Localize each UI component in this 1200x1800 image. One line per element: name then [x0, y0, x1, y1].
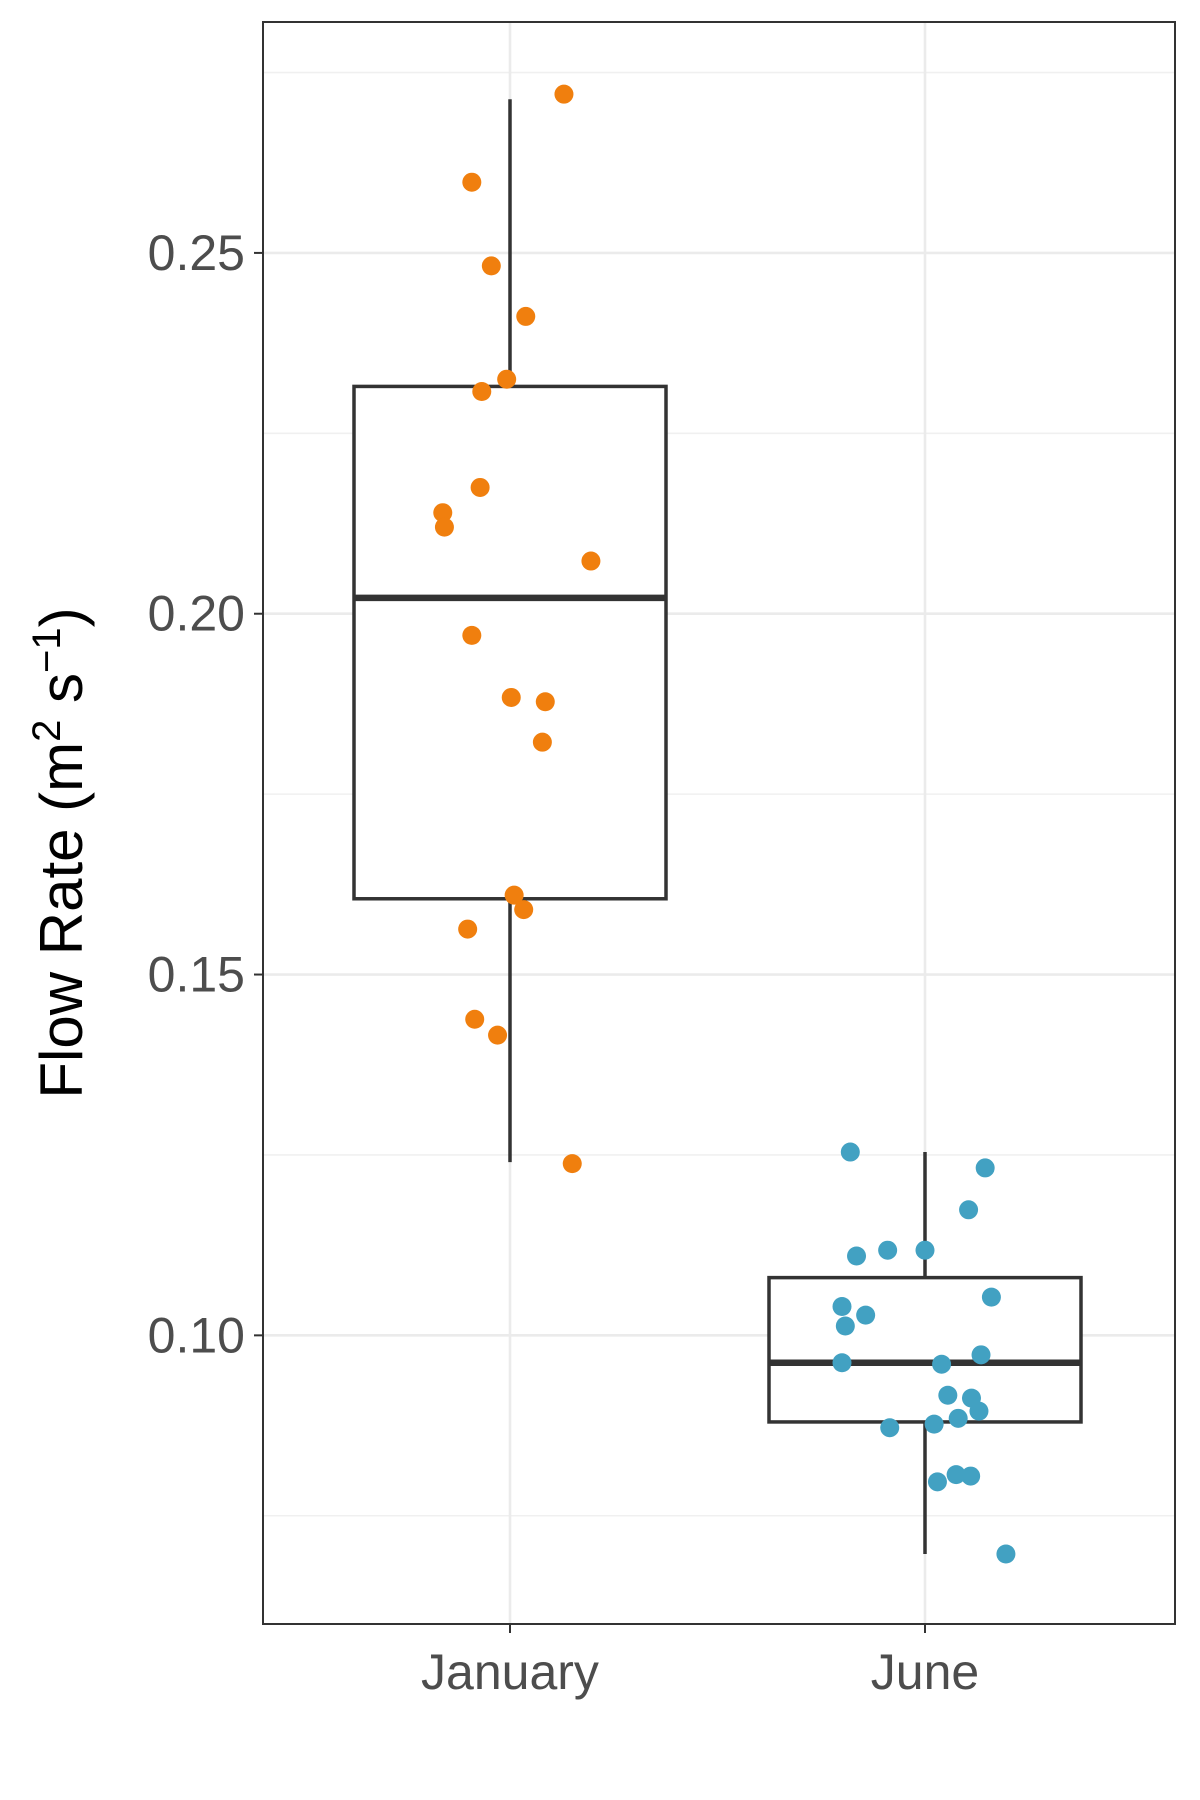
data-point-june	[835, 1316, 855, 1336]
data-point-june	[932, 1354, 952, 1374]
data-point-january	[504, 885, 524, 905]
box-june	[767, 1152, 1083, 1555]
axes: 0.10 0.15 0.20 0.25 January June	[148, 225, 980, 1700]
data-point-june	[948, 1408, 968, 1428]
box-january	[352, 99, 668, 1163]
data-point-june	[927, 1472, 947, 1492]
data-point-january	[470, 477, 490, 497]
y-axis-title-end: )	[28, 607, 95, 627]
data-point-january	[562, 1154, 582, 1174]
data-point-june	[880, 1418, 900, 1438]
iqr-box	[767, 1275, 1083, 1424]
y-axis-title: Flow Rate (m2 s−1)	[25, 607, 95, 1098]
jitter-points	[433, 84, 1016, 1564]
y-tick-label: 0.15	[148, 947, 245, 1003]
data-point-january	[433, 503, 453, 523]
data-point-june	[915, 1240, 935, 1260]
data-point-january	[458, 919, 478, 939]
y-axis-title-mid: s	[28, 673, 95, 720]
data-point-june	[938, 1385, 958, 1405]
iqr-box	[352, 384, 668, 901]
data-point-june	[832, 1353, 852, 1373]
data-point-january	[514, 900, 534, 920]
data-point-january	[535, 692, 555, 712]
data-point-june	[924, 1414, 944, 1434]
y-axis-title-text: Flow Rate (m	[28, 742, 95, 1099]
data-point-june	[981, 1287, 1001, 1307]
data-point-june	[847, 1246, 867, 1266]
data-point-june	[840, 1142, 860, 1162]
y-axis-title-sup-1: 2	[25, 720, 69, 742]
data-point-june	[959, 1200, 979, 1220]
data-point-january	[434, 517, 454, 537]
data-point-january	[581, 551, 601, 571]
panel-border	[262, 21, 1176, 1625]
data-point-june	[856, 1305, 876, 1325]
data-point-january	[516, 306, 536, 326]
data-point-june	[961, 1466, 981, 1486]
data-point-january	[488, 1025, 508, 1045]
data-point-june	[975, 1158, 995, 1178]
data-point-january	[497, 369, 517, 389]
data-point-june	[969, 1401, 989, 1421]
data-point-january	[532, 732, 552, 752]
box-layer	[352, 99, 1083, 1555]
data-point-june	[832, 1296, 852, 1316]
data-point-june	[946, 1465, 966, 1485]
x-tick-label-june: June	[871, 1644, 979, 1700]
data-point-january	[462, 172, 482, 192]
y-axis-title-sup-2: −1	[25, 627, 69, 673]
data-point-january	[472, 381, 492, 401]
data-point-january	[554, 84, 574, 104]
y-tick-label: 0.10	[148, 1307, 245, 1363]
data-point-june	[971, 1345, 991, 1365]
y-tick-label: 0.25	[148, 225, 245, 281]
data-point-january	[481, 256, 501, 276]
x-tick-label-january: January	[421, 1644, 599, 1700]
data-point-january	[465, 1009, 485, 1029]
data-point-june	[996, 1544, 1016, 1564]
data-point-january	[462, 625, 482, 645]
data-point-june	[878, 1240, 898, 1260]
data-point-january	[501, 687, 521, 707]
y-tick-label: 0.20	[148, 586, 245, 642]
